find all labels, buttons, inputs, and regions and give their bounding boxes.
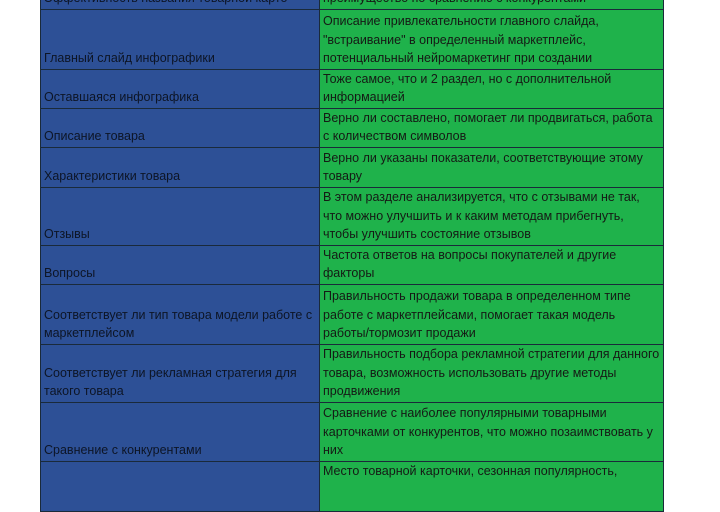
table-row: Сравнение с конкурентами Сравнение с наиб… bbox=[40, 401, 664, 462]
criterion-cell: Характеристики товара bbox=[40, 146, 320, 188]
criterion-cell: Соответствует ли тип товара модели работ… bbox=[40, 283, 320, 345]
table-row: Отзывы В этом разделе анализируется, что … bbox=[40, 186, 664, 246]
description-cell: Верно ли составлено, помогает ли продвиг… bbox=[319, 107, 664, 148]
table-row: Соответствует ли рекламная стратегия для… bbox=[40, 343, 664, 403]
description-cell: Частота ответов на вопросы покупателей и… bbox=[319, 244, 664, 285]
description-cell: Сравнение с наиболее популярными товарны… bbox=[319, 401, 664, 462]
criterion-cell: Соответствует ли рекламная стратегия для… bbox=[40, 343, 320, 403]
criterion-cell bbox=[40, 460, 320, 512]
criterion-cell: Вопросы bbox=[40, 244, 320, 285]
criterion-cell: Отзывы bbox=[40, 186, 320, 246]
table-row: Описание товара Верно ли составлено, помо… bbox=[40, 107, 664, 148]
criteria-table: Эффективность названия товарной картопре… bbox=[40, 0, 664, 512]
description-cell: Правильность подбора рекламной стратегии… bbox=[319, 343, 664, 403]
criterion-cell: Оставшаяся инфографика bbox=[40, 68, 320, 109]
table-row: Характеристики товара Верно ли указаны по… bbox=[40, 146, 664, 188]
description-cell: Верно ли указаны показатели, соответству… bbox=[319, 146, 664, 188]
criterion-cell: Главный слайд инфографики bbox=[40, 8, 320, 70]
description-cell: Тоже самое, что и 2 раздел, но с дополни… bbox=[319, 68, 664, 109]
table-row: Эффективность названия товарной картопре… bbox=[40, 0, 664, 10]
table-row: Место товарной карточки, сезонная популя… bbox=[40, 460, 664, 512]
description-cell: преимущество по сравнению с конкурентами bbox=[319, 0, 664, 10]
description-cell: В этом разделе анализируется, что с отзы… bbox=[319, 186, 664, 246]
table-row: Оставшаяся инфографика Тоже самое, что и … bbox=[40, 68, 664, 109]
description-cell: Правильность продажи товара в определенн… bbox=[319, 283, 664, 345]
table-row: Соответствует ли тип товара модели работ… bbox=[40, 283, 664, 345]
criterion-cell: Эффективность названия товарной карто bbox=[40, 0, 320, 10]
table-row: Вопросы Частота ответов на вопросы покупа… bbox=[40, 244, 664, 285]
description-cell: Описание привлекательности главного слай… bbox=[319, 8, 664, 70]
criterion-cell: Сравнение с конкурентами bbox=[40, 401, 320, 462]
criterion-cell: Описание товара bbox=[40, 107, 320, 148]
table-row: Главный слайд инфографики Описание привле… bbox=[40, 8, 664, 70]
description-cell: Место товарной карточки, сезонная популя… bbox=[319, 460, 664, 512]
